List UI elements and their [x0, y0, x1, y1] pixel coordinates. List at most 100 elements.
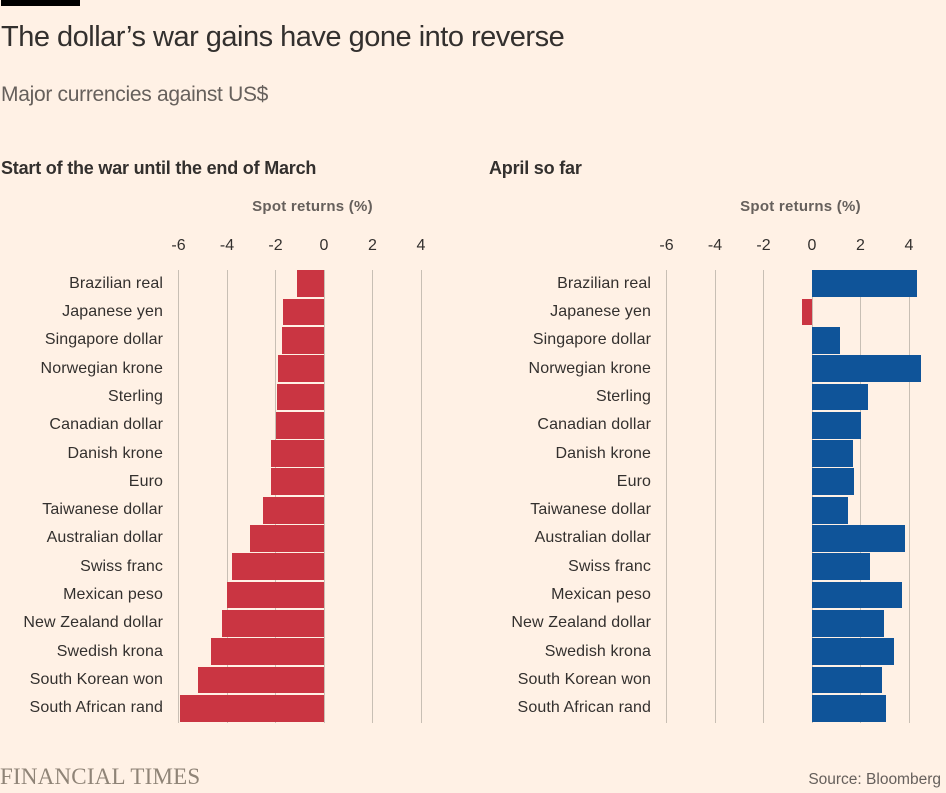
category-label: Euro [616, 472, 651, 490]
gridline [666, 269, 667, 723]
category-label: South Korean won [29, 671, 163, 689]
bar-canadian-dollar [812, 411, 861, 439]
x-axis-tick: -4 [219, 237, 235, 254]
gridline [178, 269, 179, 723]
bar-brazilian-real [812, 270, 918, 298]
x-axis-title: Spot returns (%) [252, 198, 373, 215]
gridline [811, 269, 813, 723]
financial-times-wordmark: FINANCIAL TIMES [0, 764, 201, 789]
x-axis-tick: -2 [268, 237, 283, 254]
category-label: New Zealand dollar [23, 614, 163, 632]
gridline [860, 269, 861, 723]
category-label: Sterling [107, 387, 163, 405]
bar-danish-krone [812, 440, 854, 467]
bar-euro [270, 468, 324, 496]
category-label: Norwegian krone [40, 359, 163, 377]
category-label: South African rand [29, 699, 163, 717]
category-label: Brazilian real [557, 274, 651, 292]
x-axis-tick: -2 [756, 237, 771, 254]
bar-swedish-krona [812, 638, 895, 666]
category-label: Japanese yen [62, 302, 163, 320]
gridline [323, 269, 325, 723]
bar-south-korean-won [812, 666, 883, 694]
category-label: Taiwanese dollar [42, 501, 163, 519]
bar-sterling [812, 383, 868, 411]
x-axis-tick: 2 [856, 237, 865, 254]
category-label: Taiwanese dollar [530, 501, 651, 519]
category-label: Canadian dollar [537, 416, 651, 434]
bar-south-african-rand [179, 694, 324, 722]
x-axis-tick: 4 [904, 237, 914, 254]
category-label: Brazilian real [69, 274, 163, 292]
category-label: Norwegian krone [528, 359, 651, 377]
category-label: Swiss franc [568, 557, 651, 575]
x-axis-tick: 0 [319, 237, 329, 254]
category-label: New Zealand dollar [511, 614, 651, 632]
x-axis-title: Spot returns (%) [740, 198, 861, 215]
category-label: Mexican peso [551, 586, 651, 604]
gridline [226, 269, 228, 723]
gridline [372, 269, 373, 723]
x-axis-tick: -4 [707, 237, 723, 254]
bar-south-korean-won [197, 666, 324, 694]
bar-new-zealand-dollar [812, 610, 884, 637]
category-label: Japanese yen [550, 302, 651, 320]
panel-april-so-far: April so far Spot returns (%) -6 -4 -2 0 2 4 … [488, 158, 946, 728]
source-note: Source: Bloomberg [808, 771, 941, 788]
category-label: Swedish krona [544, 642, 651, 660]
bar-japanese-yen [282, 298, 324, 326]
plot-area [166, 269, 459, 723]
category-label: Danish krone [555, 444, 651, 462]
panel-title: Start of the war until the end of March [1, 158, 317, 178]
bar-danish-krone [270, 440, 324, 467]
bar-south-african-rand [812, 694, 886, 722]
category-label: South Korean won [517, 671, 651, 689]
x-axis-tick: 2 [368, 237, 377, 254]
bar-singapore-dollar [281, 326, 324, 354]
chart-subtitle: Major currencies against US$ [1, 83, 269, 106]
category-label: Swiss franc [80, 557, 163, 575]
bar-swiss-franc [812, 553, 871, 581]
bar-swedish-krona [211, 638, 324, 666]
panel-start-of-war: Start of the war until the end of March … [0, 158, 459, 728]
bar-mexican-peso [227, 581, 324, 609]
category-label: Sterling [595, 387, 651, 405]
gridline [763, 269, 764, 723]
gridline [275, 269, 276, 723]
x-axis-tick: 4 [416, 237, 426, 254]
bar-norwegian-krone [812, 355, 922, 382]
bar-brazilian-real [297, 270, 324, 298]
x-axis-tick: -6 [659, 237, 674, 254]
bar-sterling [276, 383, 324, 411]
category-label: Mexican peso [63, 586, 163, 604]
category-label: Canadian dollar [49, 416, 163, 434]
ft-brand-strip [1, 0, 80, 6]
x-axis-tick: -6 [171, 237, 186, 254]
chart-title: The dollar’s war gains have gone into re… [1, 21, 565, 53]
panel-title: April so far [489, 158, 582, 178]
category-label: Singapore dollar [44, 331, 163, 349]
bar-norwegian-krone [277, 355, 324, 382]
bar-taiwanese-dollar [812, 496, 849, 524]
gridline [908, 269, 910, 723]
bar-mexican-peso [812, 581, 902, 609]
bar-japanese-yen [802, 298, 812, 326]
bar-taiwanese-dollar [263, 496, 324, 524]
gridline [714, 269, 716, 723]
category-label: Swedish krona [56, 642, 163, 660]
bar-australian-dollar [250, 525, 324, 552]
category-label: South African rand [517, 699, 651, 717]
category-label: Euro [128, 472, 163, 490]
category-label: Singapore dollar [532, 331, 651, 349]
category-label: Australian dollar [46, 529, 163, 547]
plot-area [654, 269, 946, 723]
category-label: Danish krone [67, 444, 163, 462]
bar-canadian-dollar [275, 411, 324, 439]
bar-australian-dollar [812, 525, 906, 552]
gridline [420, 269, 422, 723]
category-label: Australian dollar [534, 529, 651, 547]
x-axis-tick: 0 [807, 237, 817, 254]
bar-swiss-franc [231, 553, 324, 581]
bar-new-zealand-dollar [222, 610, 324, 637]
